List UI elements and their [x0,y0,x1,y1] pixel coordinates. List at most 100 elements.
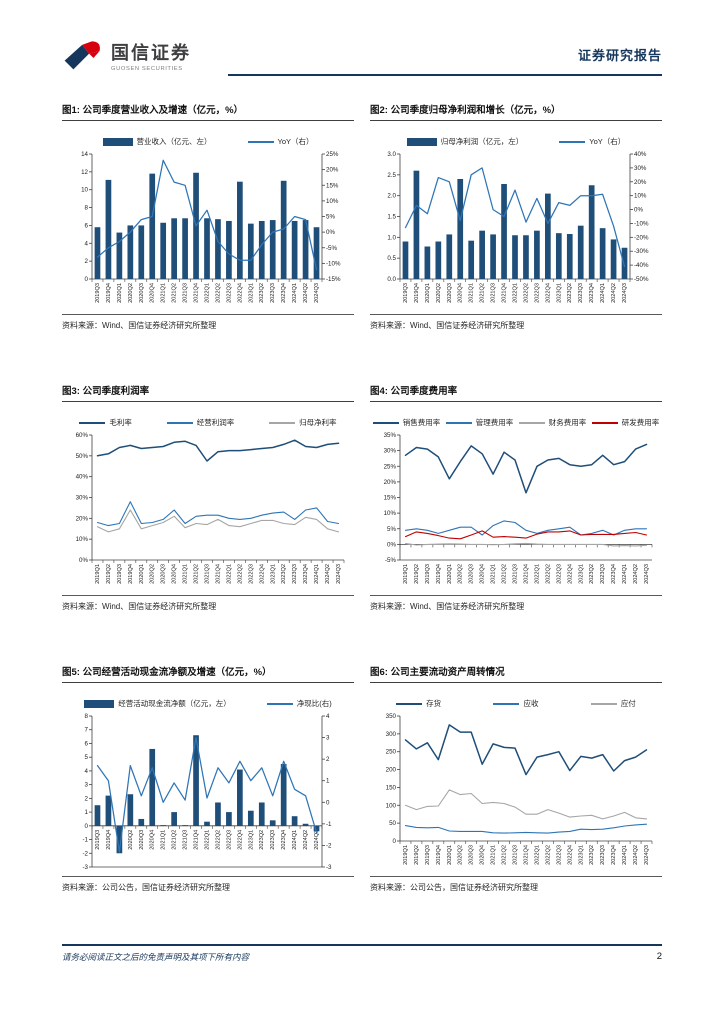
svg-text:2020Q3: 2020Q3 [139,830,145,850]
svg-text:2022Q4: 2022Q4 [567,845,573,865]
svg-text:2022Q1: 2022Q1 [534,845,540,865]
svg-text:2021Q2: 2021Q2 [502,564,508,584]
chart-panel-6: 图6: 公司主要流动资产周转情况 存货 应收 应付 0 50 100 150 200 250 3… [370,664,662,893]
svg-text:35%: 35% [384,432,397,439]
svg-text:2023Q3: 2023Q3 [578,283,584,303]
svg-text:2022Q2: 2022Q2 [237,564,243,584]
svg-text:12: 12 [81,169,88,176]
svg-text:2019Q4: 2019Q4 [436,564,442,584]
svg-text:2020Q4: 2020Q4 [458,283,464,303]
legend-line-swatch [372,421,399,424]
svg-text:-10%: -10% [634,220,649,227]
svg-text:14: 14 [81,151,88,158]
svg-text:2020Q1: 2020Q1 [139,564,145,584]
svg-text:50%: 50% [76,453,89,460]
svg-text:50: 50 [389,820,396,827]
svg-text:2021Q2: 2021Q2 [172,830,178,850]
svg-text:2024Q1: 2024Q1 [292,283,298,303]
svg-text:2023Q1: 2023Q1 [248,283,254,303]
page-header: 国信证券 GUOSEN SECURITIES 证券研究报告 [62,0,662,76]
page-number: 2 [656,951,662,962]
svg-text:2021Q1: 2021Q1 [161,283,167,303]
legend-line-swatch [266,702,293,705]
svg-text:0: 0 [393,838,397,845]
legend-item: 研发费用率 [591,417,659,428]
svg-text:2023Q4: 2023Q4 [611,564,617,584]
svg-text:2020Q1: 2020Q1 [447,564,453,584]
svg-text:2022Q4: 2022Q4 [545,283,551,303]
chart-source: 资料来源：Wind、国信证券经济研究所整理 [62,314,354,331]
svg-text:2019Q3: 2019Q3 [425,564,431,584]
svg-text:0.0: 0.0 [387,276,396,283]
svg-text:2021Q3: 2021Q3 [491,283,497,303]
svg-text:2022Q2: 2022Q2 [523,283,529,303]
svg-text:2020Q3: 2020Q3 [469,564,475,584]
svg-text:1.5: 1.5 [387,214,396,221]
svg-text:2021Q1: 2021Q1 [491,564,497,584]
svg-text:2024Q2: 2024Q2 [633,564,639,584]
legend-item: YoY（右） [247,136,314,147]
report-type-label: 证券研究报告 [577,48,662,63]
svg-text:2021Q1: 2021Q1 [161,830,167,850]
legend-item: 财务费用率 [518,417,586,428]
legend-label: 净现比(右) [296,699,332,708]
svg-text:-3: -3 [82,864,88,871]
svg-text:2020Q4: 2020Q4 [172,564,178,584]
chart-panel-4: 图4: 公司季度费用率 销售费用率 管理费用率 财务费用率 研发费用率 -5% 0% 5%… [370,383,662,612]
svg-text:2024Q2: 2024Q2 [303,830,309,850]
svg-text:2021Q1: 2021Q1 [469,283,475,303]
legend-line-swatch [559,140,586,143]
svg-text:2023Q2: 2023Q2 [259,830,265,850]
legend-label: 毛利率 [109,418,132,427]
legend-item: 归母净利润（亿元，左） [406,136,524,147]
svg-text:2023Q3: 2023Q3 [270,283,276,303]
legend-label: 应付 [620,699,636,708]
svg-text:2021Q4: 2021Q4 [194,830,200,850]
guosen-logo-icon [64,41,100,70]
svg-text:3: 3 [85,782,89,789]
svg-text:2020Q2: 2020Q2 [128,830,134,850]
legend-label: 管理费用率 [475,418,514,427]
header-rule: 证券研究报告 [228,45,662,76]
svg-text:25%: 25% [326,151,339,158]
svg-text:-40%: -40% [634,262,649,269]
svg-text:-1: -1 [82,837,88,844]
legend-line-swatch [493,702,520,705]
svg-text:40%: 40% [634,151,647,158]
legend-label: 归母净利润（亿元，左） [440,137,524,146]
legend-item: 应收 [493,698,538,709]
svg-text:2024Q3: 2024Q3 [644,564,650,584]
svg-text:2022Q3: 2022Q3 [226,830,232,850]
svg-text:2021Q2: 2021Q2 [172,283,178,303]
svg-text:2020Q2: 2020Q2 [150,564,156,584]
legend-label: 应收 [523,699,539,708]
legend-item: 营业收入（亿元、左） [102,136,212,147]
legend-item: 销售费用率 [372,417,440,428]
svg-text:2022Q3: 2022Q3 [248,564,254,584]
svg-text:2024Q1: 2024Q1 [314,564,320,584]
legend-item: 存货 [396,698,441,709]
chart-title: 图4: 公司季度费用率 [370,383,662,402]
svg-text:5%: 5% [387,526,396,533]
chart-title: 图6: 公司主要流动资产周转情况 [370,664,662,683]
svg-text:-5%: -5% [385,557,397,564]
svg-text:2022Q2: 2022Q2 [545,845,551,865]
svg-text:-10%: -10% [326,260,341,267]
svg-text:2024Q1: 2024Q1 [622,564,628,584]
svg-text:2024Q3: 2024Q3 [314,283,320,303]
chart-title: 图3: 公司季度利润率 [62,383,354,402]
svg-text:25%: 25% [384,463,397,470]
svg-text:30%: 30% [634,165,647,172]
svg-text:2022Q4: 2022Q4 [237,283,243,303]
svg-text:2020Q4: 2020Q4 [150,283,156,303]
svg-text:2024Q1: 2024Q1 [600,283,606,303]
svg-text:2020Q4: 2020Q4 [480,845,486,865]
chart-title: 图5: 公司经营活动现金流净额及增速（亿元，%） [62,664,354,683]
svg-text:2023Q3: 2023Q3 [600,564,606,584]
svg-text:350: 350 [386,713,397,720]
svg-text:0%: 0% [79,557,88,564]
svg-text:2023Q1: 2023Q1 [270,564,276,584]
svg-text:300: 300 [386,731,397,738]
svg-text:3: 3 [326,735,330,742]
legend-item: 经营活动现金流净额（亿元，左） [84,698,231,709]
